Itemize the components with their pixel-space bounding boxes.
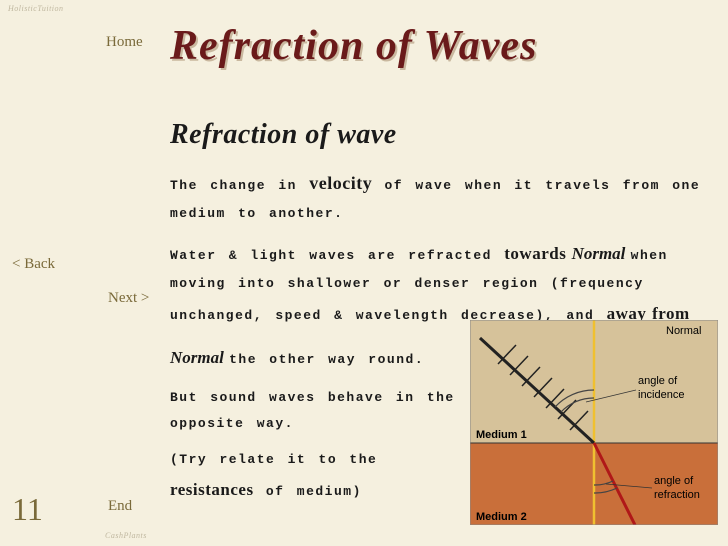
p3-a: the other way round. [229,352,424,367]
paragraph-5: (Try relate it to the resistances of med… [170,447,460,507]
label-angle-incidence-1: angle of [638,375,678,387]
label-normal: Normal [666,325,701,337]
p1-velocity: velocity [309,173,372,193]
paragraph-4: But sound waves behave in the opposite w… [170,385,460,437]
label-angle-incidence-2: incidence [638,389,684,401]
p2-normal: Normal [566,244,630,263]
p1-a: The change in [170,178,309,193]
next-link[interactable]: Next > [108,290,149,307]
label-medium1: Medium 1 [476,429,527,441]
home-link[interactable]: Home [106,34,143,51]
p2-towards: towards [504,244,566,263]
p2-a: Water & light waves are refracted [170,248,504,263]
watermark-bottom: CashPlants [105,531,147,540]
subheading: Refraction of wave [170,108,710,161]
paragraph-2: Water & light waves are refracted toward… [170,237,710,331]
paragraph-3: Normal the other way round. [170,341,460,375]
end-link[interactable]: End [108,498,132,515]
back-link[interactable]: < Back [12,256,55,273]
paragraph-1: The change in velocity of wave when it t… [170,165,710,227]
refraction-diagram: Normal angle of incidence Medium 1 Mediu… [470,320,718,525]
label-medium2: Medium 2 [476,511,527,523]
slide-number: 11 [12,491,43,528]
p5-b: of medium) [254,484,362,499]
p5-a: (Try relate it to the [170,452,377,467]
label-angle-refraction-2: refraction [654,489,700,501]
page-title: Refraction of Waves [170,22,537,70]
p3-normal: Normal [170,348,229,367]
p5-resistances: resistances [170,480,254,499]
label-angle-refraction-1: angle of [654,475,694,487]
watermark-top: HolisticTuition [8,4,64,13]
